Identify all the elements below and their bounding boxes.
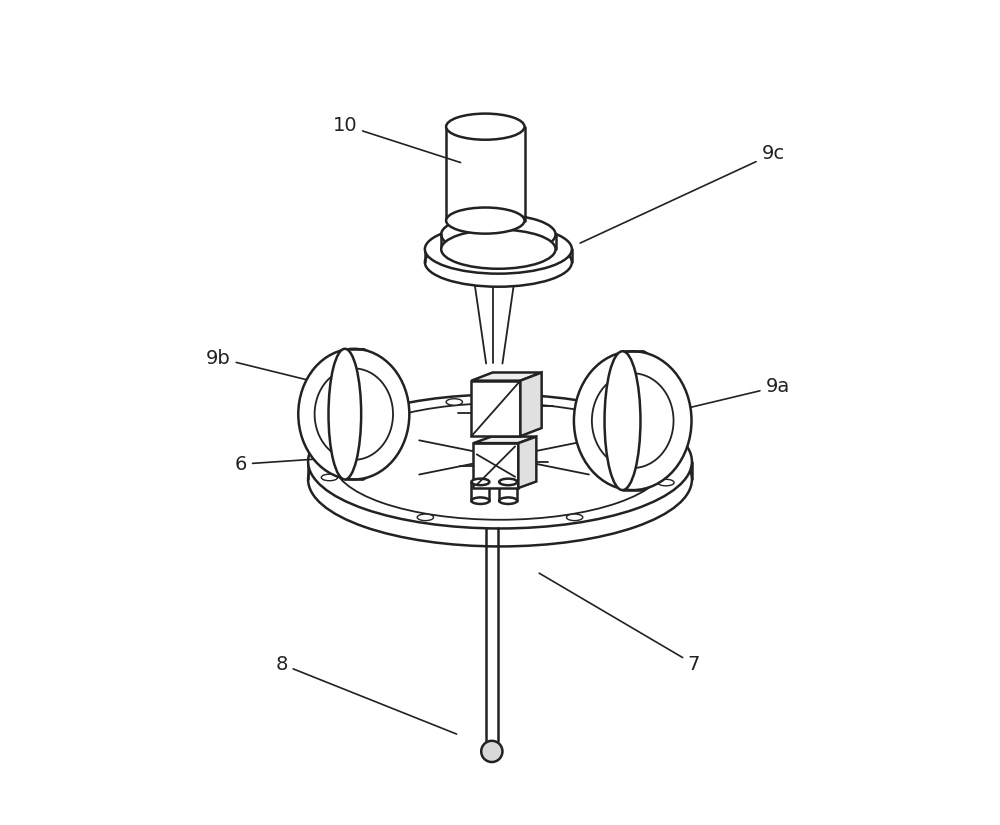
- Ellipse shape: [425, 224, 572, 274]
- Ellipse shape: [499, 497, 517, 504]
- Ellipse shape: [662, 442, 679, 449]
- Ellipse shape: [446, 398, 462, 405]
- Polygon shape: [520, 372, 542, 436]
- Ellipse shape: [425, 238, 572, 287]
- Ellipse shape: [658, 479, 674, 486]
- Text: 8: 8: [275, 655, 457, 734]
- Ellipse shape: [441, 214, 556, 254]
- Ellipse shape: [332, 432, 348, 439]
- Ellipse shape: [441, 229, 556, 269]
- Ellipse shape: [574, 351, 692, 490]
- Text: 7: 7: [539, 573, 700, 674]
- Text: 9c: 9c: [580, 144, 784, 243]
- Ellipse shape: [625, 351, 661, 490]
- Ellipse shape: [308, 412, 692, 546]
- Text: 6: 6: [235, 455, 338, 474]
- Ellipse shape: [446, 208, 524, 233]
- Polygon shape: [471, 380, 520, 436]
- Ellipse shape: [481, 741, 502, 762]
- Ellipse shape: [298, 349, 409, 479]
- Ellipse shape: [471, 478, 489, 485]
- Ellipse shape: [592, 373, 674, 468]
- Ellipse shape: [593, 408, 609, 414]
- Polygon shape: [473, 436, 536, 443]
- Ellipse shape: [417, 514, 434, 521]
- Ellipse shape: [446, 114, 524, 139]
- Ellipse shape: [471, 497, 489, 504]
- Ellipse shape: [315, 369, 393, 460]
- Text: 9a: 9a: [637, 377, 790, 420]
- Ellipse shape: [328, 349, 361, 479]
- Ellipse shape: [308, 394, 692, 529]
- Ellipse shape: [346, 349, 379, 479]
- Polygon shape: [473, 443, 518, 488]
- Ellipse shape: [333, 403, 667, 520]
- Ellipse shape: [566, 514, 583, 521]
- Text: 10: 10: [333, 116, 461, 163]
- Ellipse shape: [321, 474, 338, 481]
- Text: 9b: 9b: [206, 348, 371, 395]
- Polygon shape: [518, 436, 536, 488]
- Polygon shape: [471, 372, 542, 380]
- Ellipse shape: [605, 351, 640, 490]
- Ellipse shape: [499, 478, 517, 485]
